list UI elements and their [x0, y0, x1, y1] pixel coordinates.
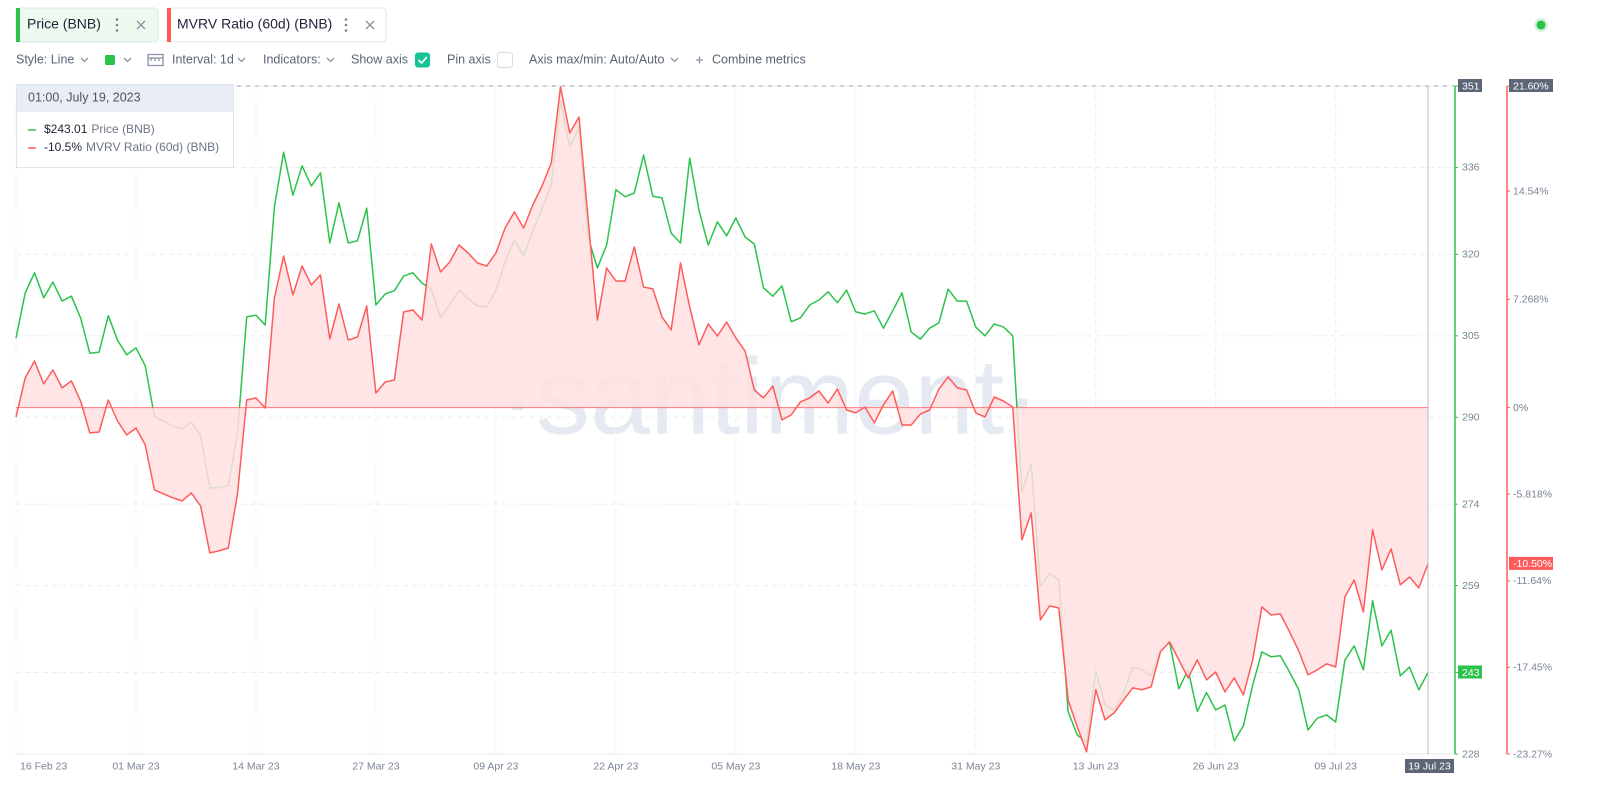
y2-tick-label: -11.64% [1513, 575, 1551, 587]
y2-tick-label: 21.60% [1513, 80, 1549, 92]
line [15, 100, 1429, 743]
tooltip-value: -10.5% [44, 140, 82, 154]
y-tick-label: 290 [1462, 412, 1480, 424]
chevron [670, 57, 679, 63]
x-tick-label: 22 Apr 23 [593, 760, 638, 772]
tooltip-header [17, 85, 233, 112]
toolbar: Style: Line Interval: 1d Indicators: Sho… [16, 52, 806, 68]
tick-badge [1458, 79, 1482, 92]
x-tick-label: 27 Mar 23 [352, 760, 399, 772]
tooltip-title: 01:00, July 19, 2023 [28, 90, 141, 104]
x-tick-label: 09 Apr 23 [473, 760, 518, 772]
x-tick-label: 19 Jul 23 [1408, 760, 1451, 772]
y2-tick-label: 7.268% [1513, 294, 1549, 306]
last-value-badge [1458, 665, 1482, 679]
x-tick-label: 16 Feb 23 [20, 760, 67, 772]
tab-color [16, 8, 20, 42]
y-tick-label: 259 [1462, 580, 1480, 592]
interval-select[interactable]: Interval: 1d [172, 52, 234, 66]
style-select[interactable]: Style: Line [16, 52, 74, 66]
plus-icon [696, 56, 703, 64]
y-tick-label: 305 [1462, 330, 1480, 342]
last-value-label: 243 [1462, 667, 1480, 679]
y-tick-label: 351 [1462, 80, 1480, 92]
chevron [123, 57, 132, 63]
x-tick-label: 31 May 23 [951, 760, 1000, 772]
checkbox[interactable] [497, 52, 513, 68]
pin-axis-label[interactable]: Pin axis [447, 52, 491, 66]
tooltip-series: Price (BNB) [91, 122, 154, 136]
tooltip-series: MVRV Ratio (60d) (BNB) [86, 140, 219, 154]
tooltip-row: $243.01 Price (BNB) [44, 122, 155, 136]
menu-icon[interactable] [344, 18, 348, 32]
x-tick-label: 05 May 23 [711, 760, 760, 772]
status-dot [1536, 20, 1546, 30]
plot: 351 336 320 305 290 274 259 243 228 21.60% 14.54% 7… [15, 79, 1553, 773]
tooltip: 01:00, July 19, 2023 $243.01 Price (BNB) … [16, 84, 234, 168]
show-axis-label[interactable]: Show axis [351, 52, 408, 66]
y-tick-label: 274 [1462, 498, 1480, 510]
y-tick-label: 336 [1462, 162, 1480, 174]
close-icon[interactable] [136, 20, 146, 30]
y-tick-label: 320 [1462, 249, 1480, 261]
interval-icon [147, 53, 164, 67]
chevron [237, 57, 246, 63]
chevron [326, 57, 335, 63]
y2-tick-label: 0% [1513, 402, 1528, 414]
x-tick-badge [1405, 759, 1454, 773]
metric-tab[interactable]: Price (BNB) [15, 7, 159, 43]
y2-tick-label: -23.27% [1513, 748, 1552, 760]
tab-color [167, 8, 171, 42]
tab-label: MVRV Ratio (60d) (BNB) [177, 16, 332, 32]
tooltip-value: $243.01 [44, 122, 88, 136]
tooltip-row: -10.5% MVRV Ratio (60d) (BNB) [44, 140, 219, 154]
line [15, 86, 1429, 753]
axis-minmax-select[interactable]: Axis max/min: Auto/Auto [529, 52, 665, 66]
metric-tab[interactable]: MVRV Ratio (60d) (BNB) [166, 7, 387, 43]
indicators-select[interactable]: Indicators: [263, 52, 321, 66]
last-value-badge [1509, 556, 1553, 570]
x-tick-label: 18 May 23 [831, 760, 880, 772]
combine-metrics[interactable]: Combine metrics [712, 52, 806, 66]
close-icon[interactable] [365, 20, 375, 30]
color-picker[interactable] [105, 55, 115, 65]
y-tick-label: 228 [1462, 748, 1480, 760]
x-tick-label: 14 Mar 23 [232, 760, 279, 772]
x-tick-label: 09 Jul 23 [1314, 760, 1357, 772]
x-tick-label: 13 Jun 23 [1073, 760, 1119, 772]
y2-tick-label: -17.45% [1513, 662, 1552, 674]
chevron [80, 57, 89, 63]
y2-tick-label: -5.818% [1513, 488, 1552, 500]
check-mark [417, 56, 428, 65]
y2-tick-label: 14.54% [1513, 185, 1549, 197]
menu-icon[interactable] [115, 18, 119, 32]
area [16, 87, 1428, 752]
last-value-label: -10.50% [1513, 558, 1552, 570]
tick-badge [1509, 79, 1553, 92]
x-tick-label: 26 Jun 23 [1193, 760, 1239, 772]
checkbox-checked[interactable] [415, 52, 430, 68]
x-tick-label: 01 Mar 23 [112, 760, 159, 772]
tab-label: Price (BNB) [27, 16, 101, 32]
